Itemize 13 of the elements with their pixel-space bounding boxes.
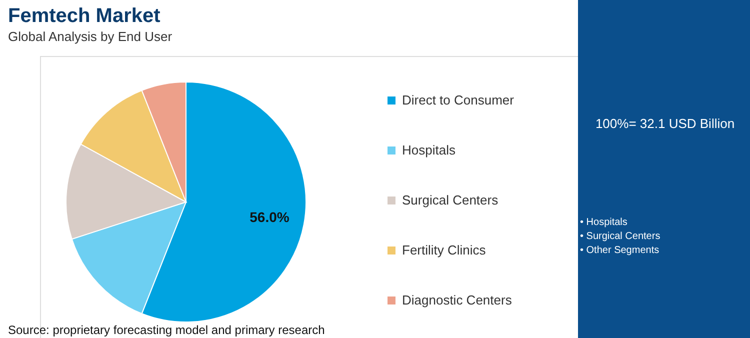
source-note: Source: proprietary forecasting model and primary research [8, 323, 325, 337]
legend-label: Surgical Centers [402, 192, 499, 208]
legend-label: Hospitals [402, 142, 456, 158]
text: • Surgical Centers [580, 231, 660, 242]
text: • Other Segments [580, 245, 660, 256]
legend-label: Direct to Consumer [402, 92, 515, 108]
text: • Hospitals [580, 217, 628, 228]
chart-title: Femtech Market [8, 5, 161, 27]
data-label: 56.0% [250, 208, 290, 225]
legend-label: Diagnostic Centers [402, 292, 512, 308]
text: 100%= 32.1 USD Billion [595, 116, 735, 131]
chart-subtitle: Global Analysis by End User [8, 29, 173, 44]
legend-label: Fertility Clinics [402, 242, 486, 258]
